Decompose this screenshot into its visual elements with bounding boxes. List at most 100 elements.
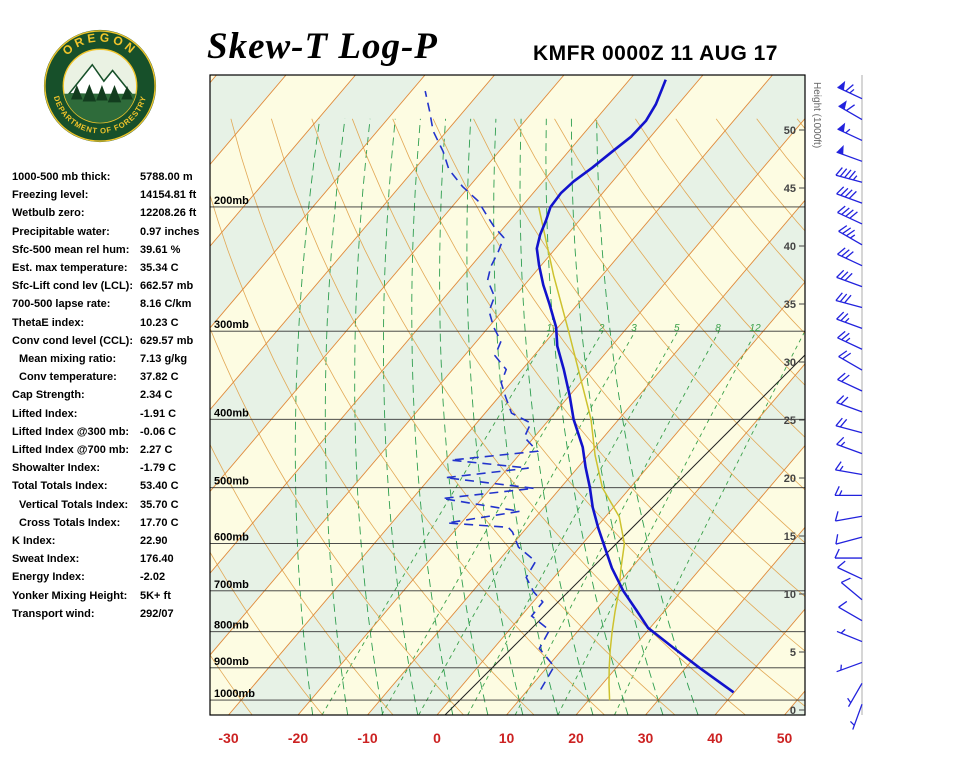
temp-axis-label: -20 [288,730,308,746]
index-row: Mean mixing ratio: 7.13 g/kg [12,350,217,368]
index-label: Lifted Index @700 mb: [12,444,130,457]
wind-barb [837,247,863,267]
isotherm-line [506,363,805,715]
tree-icon [82,84,97,102]
index-value: 53.40 C [140,480,179,493]
wind-barb [838,350,863,371]
index-value: 37.82 C [140,371,179,384]
height-label: 40 [784,241,796,253]
mixing-ratio-label: 3 [631,323,637,334]
index-label: Showalter Index: [12,462,101,475]
index-label: Mean mixing ratio: [19,353,117,366]
height-label: 20 [784,473,796,485]
height-label: 10 [784,589,796,601]
index-label: K Index: [12,535,56,548]
parcel-wetbulb-trace [537,206,626,701]
wind-barb [836,186,863,204]
wind-barb [836,145,863,162]
index-row: Cross Totals Index: 17.70 C [12,514,217,532]
index-label: Cross Totals Index: [19,516,121,529]
dry-adiabat [838,119,960,715]
index-row: Lifted Index @700 mb: 2.27 C [12,441,217,459]
index-row: Est. max temperature: 35.34 C [12,259,217,277]
isotherm-line [210,75,495,411]
index-value: 176.40 [140,553,174,566]
height-axis-title: Height (1000ft) [811,82,822,148]
index-row: ThetaE index: 10.23 C [12,314,217,332]
index-row: Conv cond level (CCL): 629.57 mb [12,332,217,350]
index-row: K Index: 22.90 [12,532,217,550]
isotherm-band [210,75,773,715]
wind-barb [836,395,863,413]
mixing-ratio-label: 1 [546,323,552,334]
index-value: 8.16 C/km [140,298,192,311]
index-label: Yonker Mixing Height: [12,589,128,602]
mixing-ratio-line [614,330,805,715]
wind-barb [836,628,863,643]
index-row: Showalter Index: -1.79 C [12,459,217,477]
index-label: Total Totals Index: [12,480,108,493]
wind-barb [835,167,863,183]
odf-logo: OREGON DEPARTMENT OF FORESTRY [43,29,157,143]
isotherm-line [367,199,805,715]
index-value: -0.06 C [140,425,177,438]
index-label: Cap Strength: [12,389,85,402]
temp-axis-label: 20 [568,730,584,746]
index-label: Est. max temperature: [12,262,128,275]
temp-axis-label: -10 [357,730,377,746]
index-row: 700-500 lapse rate: 8.16 C/km [12,295,217,313]
mixing-ratio-line [514,330,720,715]
temp-axis-label: 30 [638,730,654,746]
index-row: Yonker Mixing Height: 5K+ ft [12,587,217,605]
dry-adiabat [919,119,960,715]
pressure-label: 800mb [214,620,249,632]
index-row: Lifted Index @300 mb: -0.06 C [12,423,217,441]
index-row: Lifted Index: -1.91 C [12,405,217,423]
height-label: 25 [784,415,796,427]
index-row: Wetbulb zero: 12208.26 ft [12,204,217,222]
index-value: 5788.00 m [140,171,193,183]
index-value: 662.57 mb [140,280,194,293]
temp-axis-label: -30 [218,730,238,746]
index-value: 22.90 [140,535,168,548]
index-row: 1000-500 mb thick: 5788.00 m [12,168,217,186]
plot-area [210,75,960,715]
index-value: 35.70 C [140,498,179,511]
wind-barb [837,330,863,350]
indices-panel: 1000-500 mb thick: 5788.00 m Freezing leve… [12,168,217,623]
isotherm-line [210,75,565,493]
wind-barb [840,577,863,601]
temp-axis-label: 40 [707,730,723,746]
height-label: 15 [784,531,796,543]
isotherm-band [784,690,805,715]
pressure-label: 700mb [214,579,249,591]
index-value: 10.23 C [140,316,179,329]
wind-barb [837,80,863,100]
wind-barb [835,292,863,309]
isotherm-line [436,281,805,715]
temp-axis-label: 0 [433,730,441,746]
pressure-label: 300mb [214,319,249,331]
wind-barb [838,225,863,246]
height-label: 50 [784,125,796,137]
height-label: 45 [784,183,796,195]
tree-icon [121,86,133,100]
isotherm-line [210,75,356,247]
wind-barb [834,548,862,559]
temp-axis-label: 50 [777,730,793,746]
mixing-ratio-label: 5 [674,323,680,334]
index-row: Total Totals Index: 53.40 C [12,477,217,495]
mixing-ratio-line [381,330,604,715]
wind-barb [838,100,863,121]
pressure-label: 900mb [214,656,249,668]
index-value: 629.57 mb [140,334,194,347]
dry-adiabat [878,119,960,715]
index-value: 12208.26 ft [140,207,197,220]
wind-barb [837,372,863,392]
height-label: 5 [790,647,796,659]
index-label: 700-500 lapse rate: [12,298,111,311]
index-value: 39.61 % [140,243,181,256]
pressure-label: 400mb [214,407,249,419]
wind-barb [838,600,863,622]
